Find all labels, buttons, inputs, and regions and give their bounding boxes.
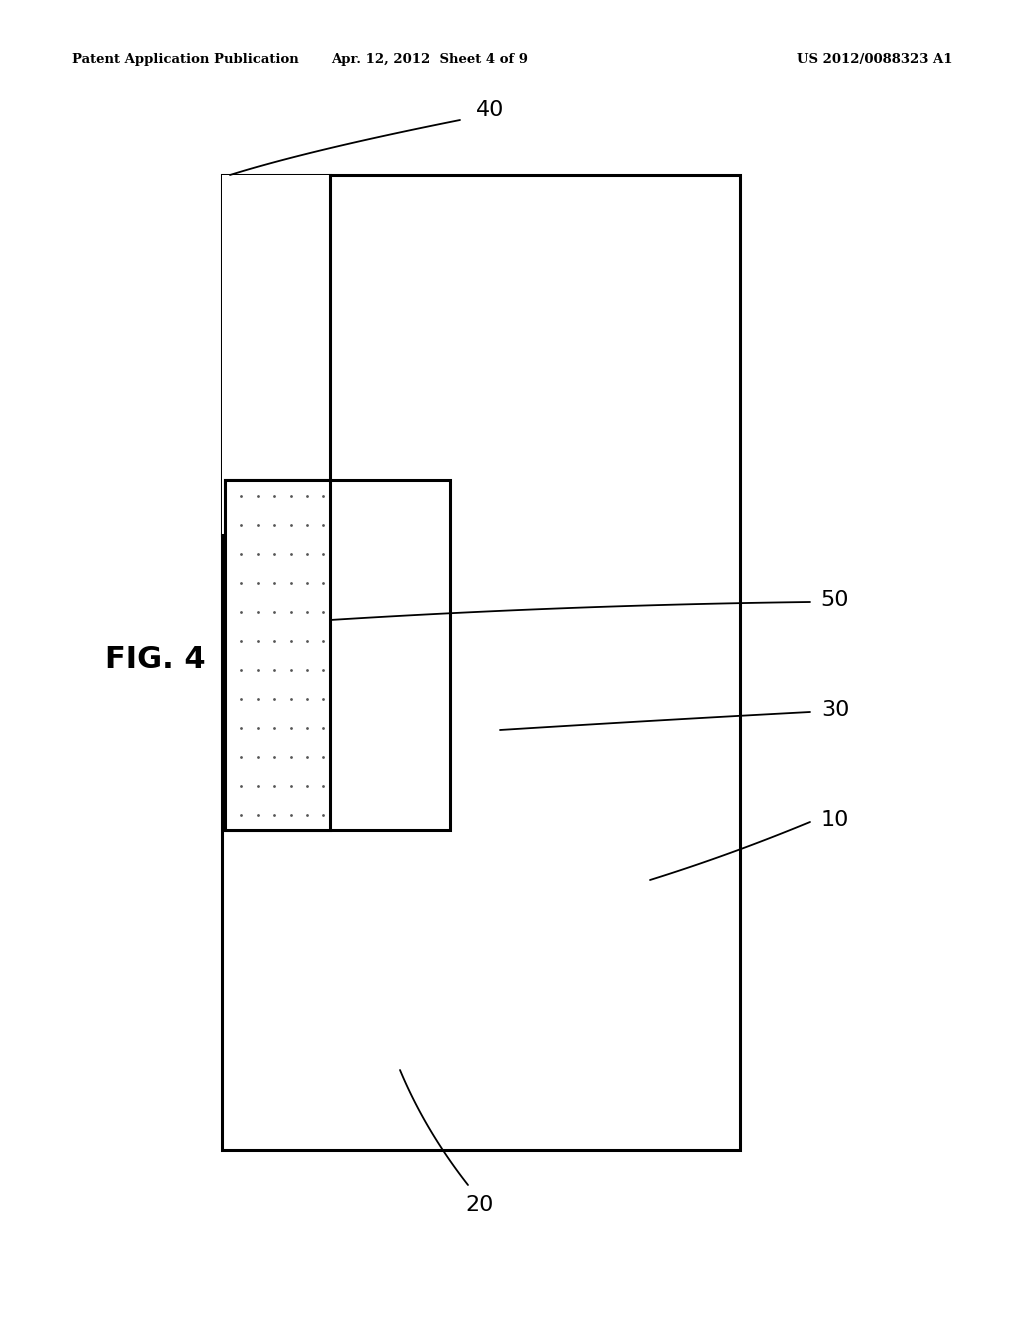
Text: 40: 40 [476,100,504,120]
Bar [222,176,330,535]
Text: Apr. 12, 2012  Sheet 4 of 9: Apr. 12, 2012 Sheet 4 of 9 [332,53,528,66]
Text: 10: 10 [821,810,849,830]
Text: US 2012/0088323 A1: US 2012/0088323 A1 [797,53,952,66]
Text: 50: 50 [821,590,849,610]
Text: FIG. 4: FIG. 4 [105,645,206,675]
Bar [225,480,330,830]
Text: Patent Application Publication: Patent Application Publication [72,53,298,66]
Bar [225,480,450,830]
Text: 20: 20 [466,1195,495,1214]
Bar [222,176,740,1150]
Text: 30: 30 [821,700,849,719]
